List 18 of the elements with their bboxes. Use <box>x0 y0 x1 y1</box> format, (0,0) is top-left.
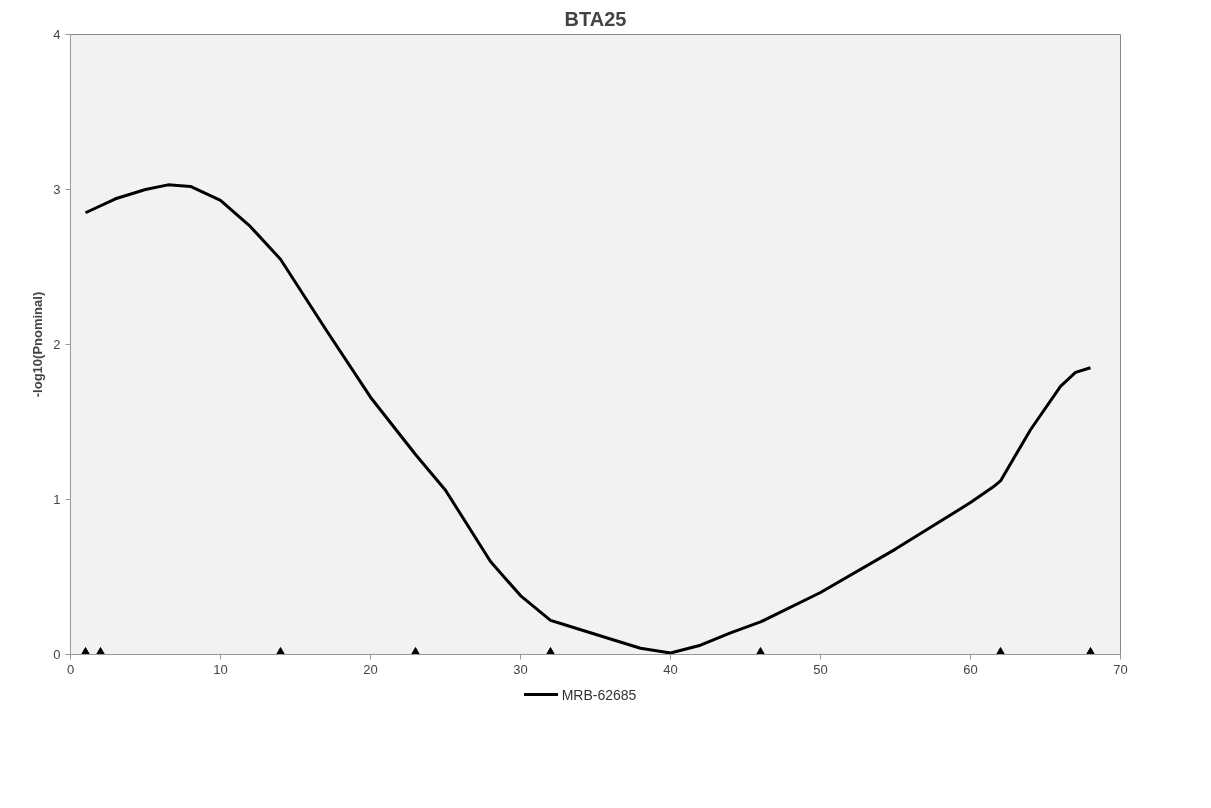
legend-item: MRB-62685 <box>523 684 637 705</box>
y-tick-label: 0 <box>53 647 61 662</box>
y-tick-label: 1 <box>53 492 61 507</box>
y-tick-label: 2 <box>53 337 61 352</box>
x-tick-label: 30 <box>513 661 528 677</box>
y-tick-label: 4 <box>53 27 61 42</box>
legend-label: MRB-62685 <box>561 685 637 705</box>
chart-title: BTA25 <box>564 7 627 30</box>
x-tick-label: 0 <box>66 661 75 677</box>
line-series <box>84 183 1092 655</box>
x-tick-label: 50 <box>813 661 828 677</box>
y-tick-label: 3 <box>53 182 61 197</box>
x-tick-label: 70 <box>1113 661 1128 677</box>
x-tick-label: 10 <box>213 661 228 677</box>
y-axis-title: -log10(Pnominal) <box>30 291 46 398</box>
x-tick-label: 60 <box>963 661 978 677</box>
x-tick-label: 40 <box>663 661 678 677</box>
x-tick-label: 20 <box>363 661 378 677</box>
